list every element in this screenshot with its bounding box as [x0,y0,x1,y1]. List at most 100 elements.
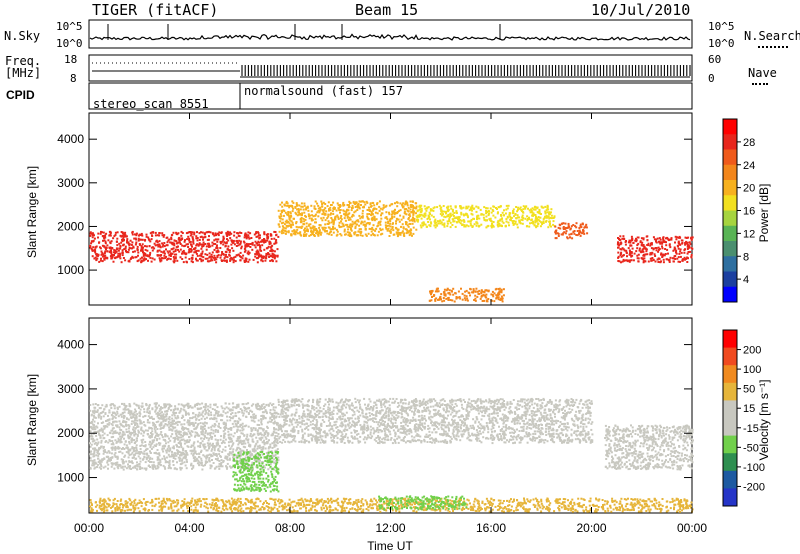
data-cell [361,215,364,218]
data-cell [430,214,433,217]
data-cell [349,218,352,221]
data-cell [267,245,270,248]
data-cell [482,216,485,219]
data-cell [516,210,519,213]
data-cell [250,415,252,418]
data-cell [627,247,630,250]
data-cell [485,296,488,299]
data-cell [440,210,443,213]
data-cell [674,258,677,260]
data-cell [193,233,196,236]
data-cell [148,255,151,258]
data-cell [134,466,137,469]
data-cell [100,253,103,256]
data-cell [134,424,136,426]
data-cell [202,236,205,239]
data-cell [393,209,396,212]
data-cell [155,412,158,415]
data-cell [370,230,373,233]
data-cell [125,467,128,470]
data-cell [135,437,138,440]
data-cell [134,457,137,460]
data-cell [158,423,161,426]
data-cell [501,211,504,214]
data-cell [122,447,124,450]
data-cell [189,250,192,253]
data-cell [673,255,676,258]
data-cell [103,450,106,453]
data-cell [177,420,180,423]
data-cell [409,215,412,218]
data-cell [518,207,521,210]
data-cell [239,439,242,442]
data-cell [267,468,270,471]
data-cell [183,240,186,243]
data-cell [651,257,654,259]
data-cell [130,441,133,444]
data-cell [476,290,479,293]
data-cell [273,412,276,414]
data-cell [679,260,681,263]
data-cell [198,238,201,241]
data-cell [437,290,440,293]
data-cell [661,247,664,250]
data-cell [635,250,638,253]
data-cell [312,230,315,233]
data-cell [131,241,134,244]
data-cell [190,260,193,263]
data-cell [205,231,208,234]
data-cell [195,258,197,261]
data-cell [136,424,139,427]
data-cell [114,416,117,419]
data-cell [304,227,306,230]
data-cell [197,414,200,417]
data-cell [159,442,162,445]
data-cell [317,204,320,207]
data-cell [639,250,642,253]
data-cell [664,253,667,255]
data-cell [419,206,422,209]
data-cell [152,446,155,449]
data-cell [202,445,205,448]
data-cell [256,423,259,426]
data-cell [231,258,234,261]
data-cell [228,233,231,236]
data-cell [395,220,398,223]
data-cell [254,429,257,431]
data-cell [356,223,358,226]
data-cell [224,242,227,245]
data-cell [322,216,325,219]
data-cell [215,410,218,412]
data-cell [232,415,235,418]
data-cell [428,216,431,218]
data-cell [262,403,265,406]
data-cell [132,426,135,429]
data-cell [303,223,306,226]
data-cell [174,248,177,251]
data-cell [270,259,273,262]
data-cell [141,234,144,237]
data-cell [631,247,634,250]
data-cell [120,448,123,450]
cpid-panel [88,82,693,110]
data-cell [169,439,172,442]
data-cell [136,426,139,428]
data-cell [657,250,660,253]
data-cell [530,209,533,212]
data-cell [354,227,357,230]
data-cell [260,427,263,430]
data-cell [111,456,114,459]
data-cell [622,258,625,261]
data-cell [470,212,473,215]
data-cell [156,439,158,442]
data-cell [299,233,302,236]
data-cell [449,221,452,224]
data-cell [175,435,178,438]
data-cell [172,408,175,411]
data-cell [662,258,665,261]
data-cell [213,248,216,251]
data-cell [455,212,458,214]
data-cell [184,450,187,453]
data-cell [200,231,202,234]
data-cell [197,402,200,405]
